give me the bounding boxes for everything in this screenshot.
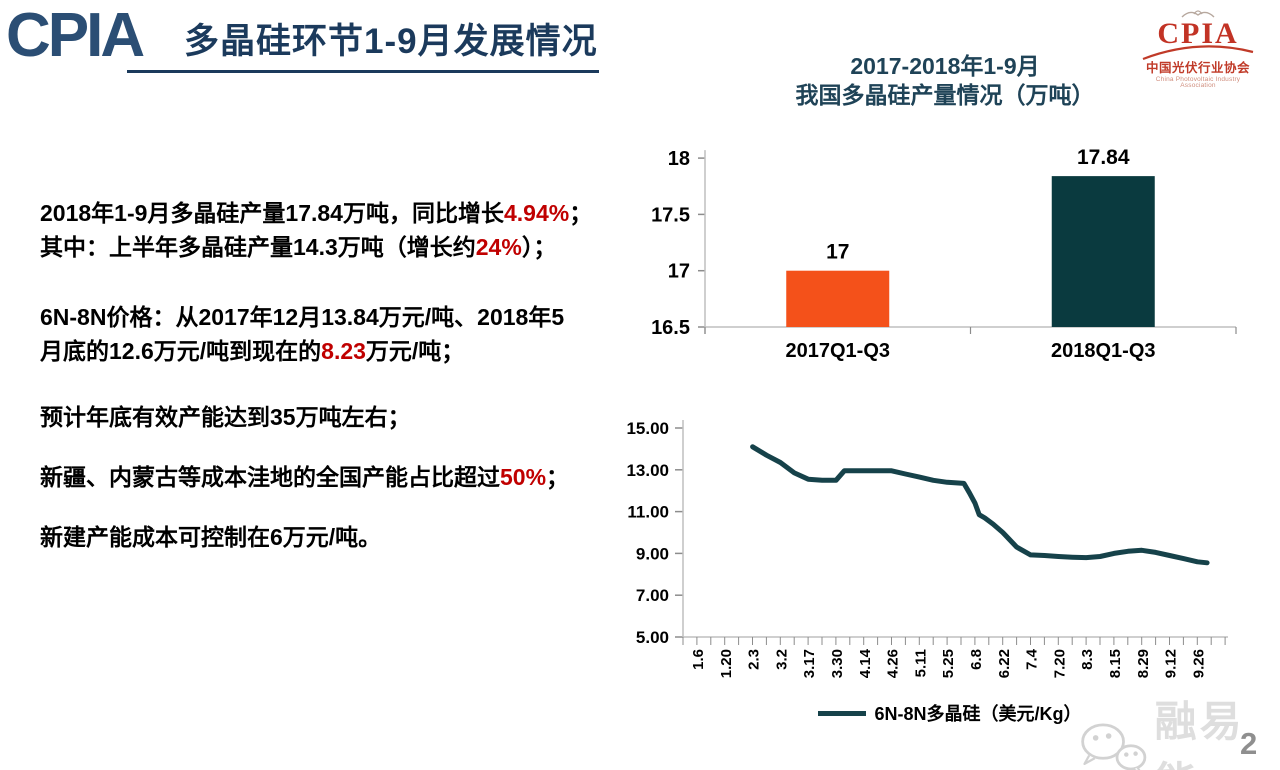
corner-logo-org-name-cn: 中国光伏行业协会 — [1145, 61, 1250, 75]
page-title: 多晶硅环节1-9月发展情况 — [184, 22, 598, 61]
line-x-tick-label: 8.29 — [1135, 649, 1152, 678]
line-x-tick-label: 9.12 — [1163, 649, 1180, 678]
bar-value-label: 17.84 — [1077, 146, 1130, 169]
line-y-tick-label: 5.00 — [636, 628, 669, 647]
key-point-text: ； — [546, 464, 570, 490]
title-underline — [127, 70, 599, 73]
line-x-tick-label: 8.3 — [1079, 649, 1096, 670]
bar-chart: 16.5 17 17.5 18 17 2017Q1-Q3 17.84 2018Q1-Q3 — [651, 146, 1237, 362]
bar-y-tick-label: 18 — [668, 148, 690, 170]
line-x-tick-label: 9.26 — [1190, 649, 1207, 678]
line-x-tick-label: 4.26 — [885, 649, 902, 678]
legend-label: 6N-8N多晶硅（美元/Kg） — [874, 704, 1082, 724]
line-x-tick-label: 7.20 — [1051, 649, 1068, 678]
key-point: 6N-8N价格：从2017年12月13.84万元/吨、2018年5 月底的12.6… — [40, 300, 630, 368]
bar-y-tick-label: 17 — [668, 261, 690, 283]
key-point-highlight: 24% — [475, 234, 522, 260]
laurel-ornament-icon — [1181, 10, 1215, 18]
line-x-tick-label: 3.30 — [829, 649, 846, 678]
legend-line-swatch — [818, 710, 867, 716]
key-point-text: 万元/吨； — [365, 338, 465, 364]
watermark-text: 融易能 — [1154, 698, 1245, 770]
line-y-tick-label: 7.00 — [636, 586, 669, 605]
line-y-tick-label: 11.00 — [627, 503, 669, 522]
logo-arc-swoosh — [1142, 45, 1254, 61]
bar-category-label: 2018Q1-Q3 — [1051, 340, 1156, 362]
line-x-tick-label: 2.3 — [746, 649, 763, 670]
line-x-tick-label: 3.2 — [773, 649, 790, 670]
line-chart-legend: 6N-8N多晶硅（美元/Kg） — [790, 698, 1110, 728]
bar-chart-title: 2017-2018年1-9月 我国多晶硅产量情况（万吨） — [705, 52, 1185, 110]
bar-value-label: 17 — [826, 241, 849, 264]
line-x-tick-label: 5.11 — [912, 649, 929, 677]
cpia-corner-logo: CPIA 中国光伏行业协会 China Photovoltaic Industr… — [1138, 8, 1258, 90]
watermark: 融易能 — [1078, 688, 1280, 770]
line-x-tick-label: 6.8 — [968, 649, 985, 670]
line-y-tick-label: 15.00 — [626, 419, 669, 438]
corner-logo-cpia-text: CPIA — [1157, 17, 1239, 50]
line-y-tick-label: 13.00 — [626, 461, 669, 480]
line-x-tick-label: 3.17 — [801, 649, 818, 678]
key-point-highlight: 4.94% — [503, 200, 570, 226]
bar-category-label: 2017Q1-Q3 — [785, 340, 890, 362]
corner-logo-org-name-en: China Photovoltaic Industry Association — [1155, 75, 1241, 89]
price-line-series — [750, 444, 1210, 566]
bar-y-tick-label: 17.5 — [651, 204, 690, 226]
key-point-text: 新疆、内蒙古等成本洼地的全国产能占比超过 — [40, 464, 500, 490]
key-point-text: 新建产能成本可控制在6万元/吨。 — [40, 524, 382, 550]
key-point: 预计年底有效产能达到35万吨左右； — [40, 400, 630, 434]
key-point-text: 2018年1-9月多晶硅产量17.84万吨，同比增长 — [40, 200, 504, 226]
bar-y-tick-label: 16.5 — [651, 317, 690, 339]
bar-2017Q1-Q3 — [786, 270, 890, 327]
key-point-text: 6N-8N价格：从2017年12月13.84万元/吨、2018年5 — [40, 304, 565, 330]
cpia-wordmark: CPIA — [6, 1, 145, 70]
page-number: 2 — [1240, 726, 1258, 761]
line-x-tick-label: 6.22 — [996, 649, 1013, 678]
key-point-text: 月底的12.6万元/吨到现在的 — [40, 338, 322, 364]
wechat-icon — [1081, 723, 1147, 770]
line-x-tick-label: 4.14 — [857, 648, 874, 678]
key-points-text-block: 2018年1-9月多晶硅产量17.84万吨，同比增长4.94%； 其中：上半年多晶… — [40, 196, 630, 554]
key-point: 新建产能成本可控制在6万元/吨。 — [40, 520, 630, 554]
bar-chart-title-line2: 我国多晶硅产量情况（万吨） — [795, 82, 1095, 108]
line-y-tick-label: 9.00 — [636, 544, 669, 563]
line-x-tick-label: 8.15 — [1107, 649, 1124, 678]
key-point-text: ； — [569, 200, 593, 226]
key-point-highlight: 8.23 — [321, 338, 366, 364]
line-x-tick-label: 1.20 — [718, 649, 735, 678]
key-point: 2018年1-9月多晶硅产量17.84万吨，同比增长4.94%； 其中：上半年多晶… — [40, 196, 630, 264]
key-point-text: 其中：上半年多晶硅产量14.3万吨（增长约 — [40, 234, 476, 260]
bar-chart-title-line1: 2017-2018年1-9月 — [850, 53, 1040, 79]
line-chart: 15.00 13.00 11.00 9.00 7.00 5.00 1.6 1.20 2.3 3.2… — [626, 419, 1228, 678]
key-point-text: ）； — [521, 234, 557, 260]
line-x-tick-label: 7.4 — [1024, 648, 1041, 670]
bar-2018Q1-Q3 — [1051, 176, 1155, 327]
key-point-text: 预计年底有效产能达到35万吨左右； — [40, 404, 411, 430]
key-point: 新疆、内蒙古等成本洼地的全国产能占比超过50%； — [40, 460, 630, 494]
line-x-tick-label: 1.6 — [690, 649, 707, 670]
key-point-highlight: 50% — [500, 464, 547, 490]
line-x-tick-label: 5.25 — [940, 649, 957, 678]
